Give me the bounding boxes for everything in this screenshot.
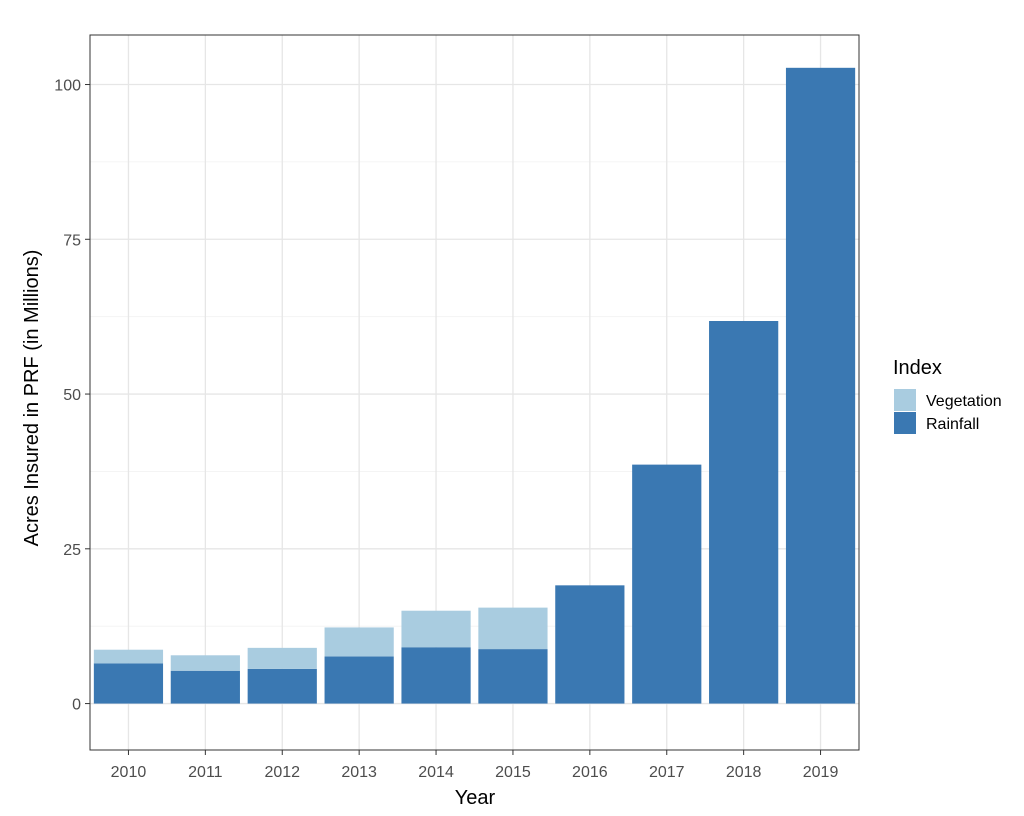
bar-vegetation-2012 xyxy=(247,647,317,669)
axes: 0 25 50 75 100 2010 2011 2012 2013 2014 2015 2016 20… xyxy=(54,78,838,781)
legend-label-vegetation: Vegetation xyxy=(926,393,1002,410)
y-tick-label: 25 xyxy=(63,542,81,559)
legend: Index Vegetation Rainfall xyxy=(893,357,1002,434)
bar-rainfall-2019 xyxy=(785,67,856,704)
bar-rainfall-2012 xyxy=(247,668,317,704)
bar-rainfall-2013 xyxy=(324,656,394,704)
bar-vegetation-2011 xyxy=(170,655,240,671)
bar-vegetation-2013 xyxy=(324,627,394,657)
bar-rainfall-2015 xyxy=(478,649,548,704)
legend-items: Vegetation Rainfall xyxy=(894,389,1002,434)
bar-rainfall-2011 xyxy=(170,670,240,704)
x-tick-label: 2018 xyxy=(726,764,762,781)
legend-swatch-rainfall xyxy=(894,412,916,434)
bar-rainfall-2016 xyxy=(555,585,625,704)
y-tick-label: 75 xyxy=(63,232,81,249)
bar-rainfall-2014 xyxy=(401,647,471,704)
x-tick-label: 2011 xyxy=(188,764,223,781)
bar-vegetation-2010 xyxy=(93,649,164,664)
x-tick-label: 2010 xyxy=(111,764,147,781)
bar-rainfall-2018 xyxy=(709,321,779,704)
bar-vegetation-2015 xyxy=(478,607,548,650)
x-tick-label: 2016 xyxy=(572,764,608,781)
legend-title: Index xyxy=(893,357,942,379)
x-tick-label: 2014 xyxy=(418,764,454,781)
x-tick-label: 2013 xyxy=(341,764,377,781)
y-tick-label: 0 xyxy=(72,697,81,714)
y-tick-label: 50 xyxy=(63,387,81,404)
legend-swatch-vegetation xyxy=(894,389,916,411)
x-tick-label: 2015 xyxy=(495,764,531,781)
bar-rainfall-2010 xyxy=(93,663,164,704)
x-tick-label: 2017 xyxy=(649,764,685,781)
y-tick-label: 100 xyxy=(54,78,81,95)
legend-label-rainfall: Rainfall xyxy=(926,416,979,433)
x-tick-label: 2012 xyxy=(264,764,300,781)
bar-vegetation-2014 xyxy=(401,610,471,648)
x-tick-label: 2019 xyxy=(803,764,839,781)
bar-rainfall-2017 xyxy=(632,464,702,704)
plot-border xyxy=(89,34,860,751)
y-axis-label: Acres Insured in PRF (in Millions) xyxy=(21,250,43,547)
bars xyxy=(93,67,856,704)
x-axis-label: Year xyxy=(455,787,496,809)
